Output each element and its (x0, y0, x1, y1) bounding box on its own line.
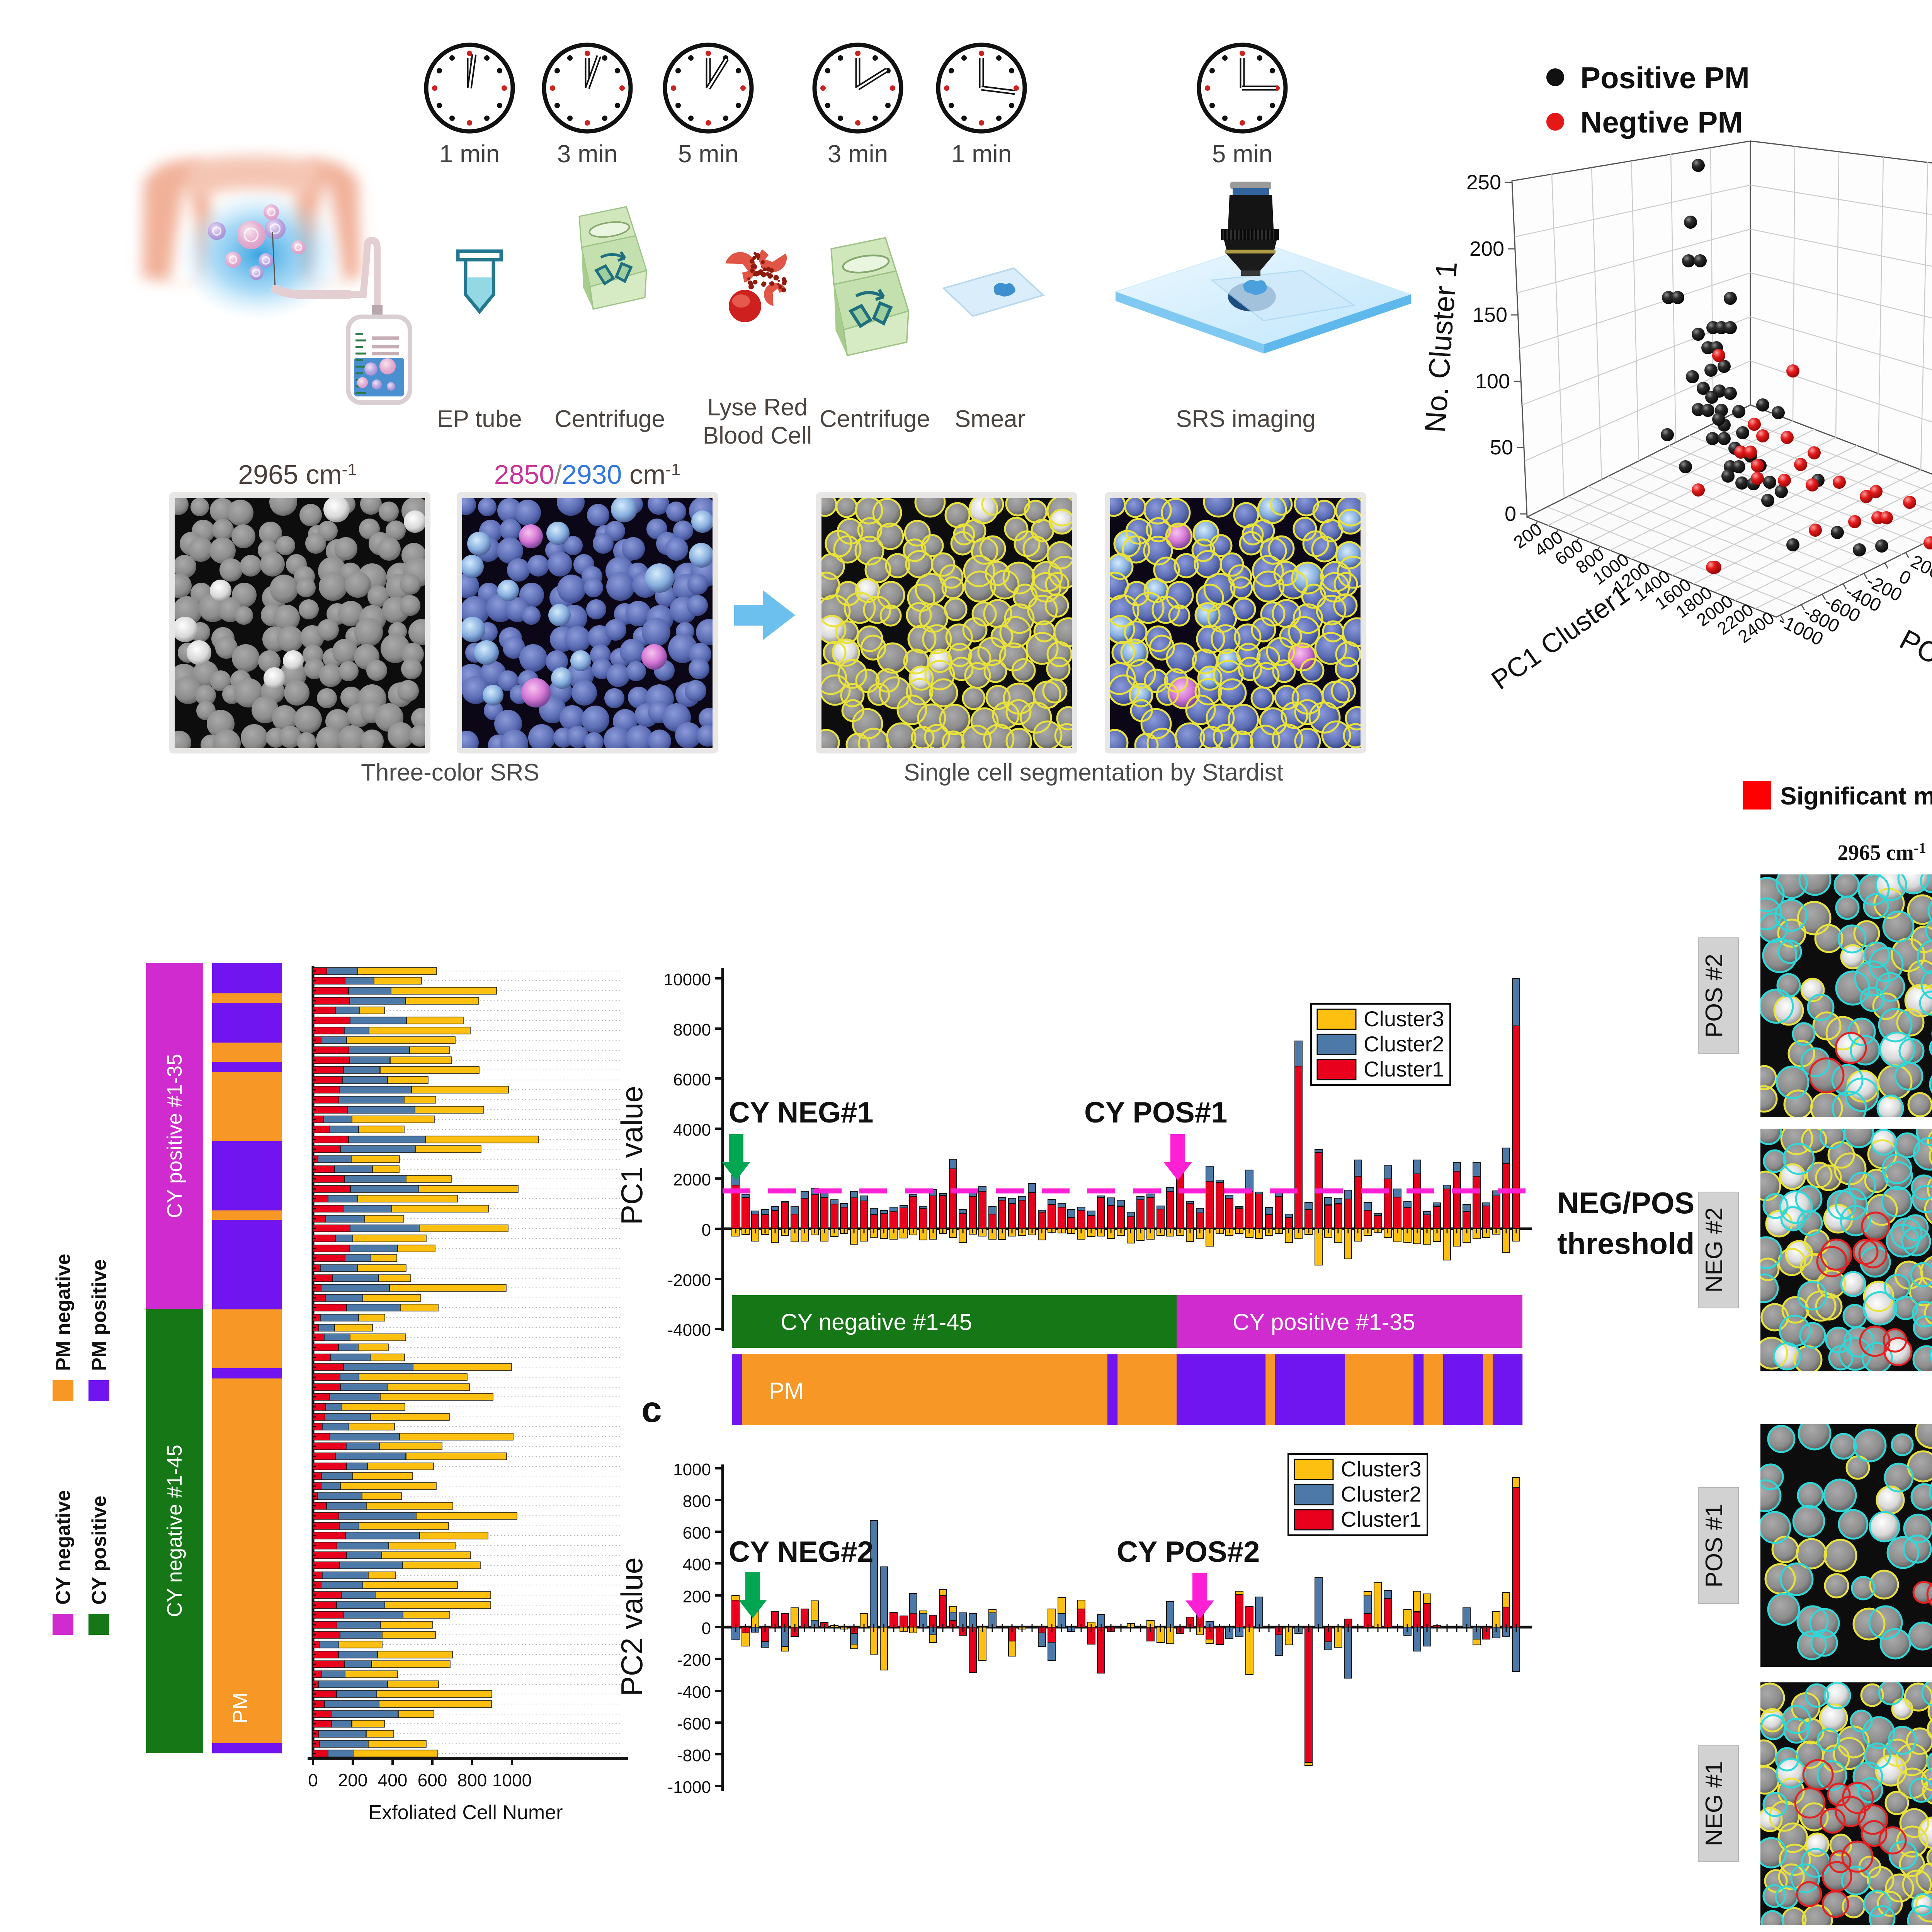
svg-text:0: 0 (702, 1221, 711, 1240)
svg-text:PM negative: PM negative (52, 1254, 75, 1371)
svg-text:Negtive PM: Negtive PM (1580, 105, 1743, 139)
svg-text:150: 150 (1473, 303, 1507, 327)
svg-text:400: 400 (378, 1770, 408, 1790)
svg-text:2000: 2000 (673, 1170, 711, 1189)
svg-text:3 min: 3 min (828, 140, 888, 168)
svg-text:CY POS#2: CY POS#2 (1117, 1536, 1260, 1568)
svg-text:-600: -600 (677, 1714, 711, 1733)
svg-text:POS #2: POS #2 (1701, 954, 1728, 1037)
svg-text:3 min: 3 min (557, 140, 618, 168)
svg-text:250: 250 (1466, 171, 1501, 194)
svg-text:PC2 value: PC2 value (615, 1557, 649, 1696)
svg-text:2850/2930 cm-1: 2850/2930 cm-1 (494, 459, 681, 490)
svg-text:Three-color SRS: Three-color SRS (361, 759, 539, 786)
svg-text:-800: -800 (677, 1746, 711, 1765)
svg-text:Exfoliated Cell Numer: Exfoliated Cell Numer (369, 1801, 563, 1824)
svg-text:CY POS#1: CY POS#1 (1084, 1096, 1227, 1129)
svg-text:-200: -200 (677, 1651, 711, 1670)
svg-text:Centrifuge: Centrifuge (554, 406, 665, 432)
svg-text:Cluster1: Cluster1 (1364, 1057, 1444, 1081)
svg-text:PM: PM (229, 1692, 252, 1724)
svg-text:1000: 1000 (492, 1770, 532, 1790)
svg-text:100: 100 (1475, 370, 1510, 393)
svg-text:1000: 1000 (673, 1460, 711, 1479)
svg-text:800: 800 (683, 1492, 711, 1511)
svg-text:threshold: threshold (1557, 1226, 1694, 1260)
svg-text:200: 200 (338, 1770, 368, 1790)
svg-text:2965 cm-1: 2965 cm-1 (238, 459, 357, 490)
svg-text:Smear: Smear (955, 406, 1026, 432)
svg-text:200: 200 (1469, 237, 1504, 260)
svg-text:PM: PM (769, 1378, 804, 1404)
svg-text:-2000: -2000 (667, 1271, 711, 1290)
svg-text:-1000: -1000 (667, 1778, 711, 1797)
svg-text:CY NEG#2: CY NEG#2 (729, 1536, 874, 1568)
svg-text:0: 0 (1505, 502, 1516, 526)
svg-text:CY positive: CY positive (88, 1496, 111, 1605)
svg-text:CY positive #1-35: CY positive #1-35 (163, 1054, 186, 1218)
svg-text:Cluster2: Cluster2 (1341, 1482, 1422, 1506)
svg-text:NEG/POS: NEG/POS (1557, 1186, 1694, 1220)
svg-text:Blood Cell: Blood Cell (703, 422, 812, 449)
svg-text:No. Cluster 1: No. Cluster 1 (1419, 260, 1464, 434)
svg-text:CY negative #1-45: CY negative #1-45 (163, 1445, 186, 1617)
svg-text:6000: 6000 (673, 1070, 711, 1089)
svg-text:400: 400 (683, 1555, 711, 1574)
svg-text:SRS imaging: SRS imaging (1176, 406, 1316, 432)
svg-text:PC1 Cluster1: PC1 Cluster1 (1486, 578, 1635, 696)
svg-text:200: 200 (683, 1587, 711, 1606)
svg-text:CY NEG#1: CY NEG#1 (729, 1096, 874, 1129)
svg-text:Cluster3: Cluster3 (1364, 1007, 1444, 1031)
svg-text:0: 0 (702, 1619, 711, 1638)
svg-text:5 min: 5 min (678, 140, 739, 168)
svg-text:600: 600 (683, 1524, 711, 1543)
svg-text:10000: 10000 (664, 970, 711, 989)
svg-text:50: 50 (1490, 436, 1513, 459)
svg-text:POS #1: POS #1 (1701, 1503, 1728, 1587)
svg-text:Cluster3: Cluster3 (1341, 1457, 1422, 1481)
svg-text:800: 800 (457, 1770, 487, 1790)
svg-text:Cluster2: Cluster2 (1364, 1032, 1444, 1056)
svg-text:400: 400 (1928, 541, 1932, 573)
svg-text:-4000: -4000 (667, 1321, 711, 1340)
svg-text:CY negative #1-45: CY negative #1-45 (781, 1309, 972, 1335)
svg-text:Single cell segmentation by St: Single cell segmentation by Stardist (904, 759, 1283, 786)
svg-text:Positive PM: Positive PM (1580, 61, 1750, 95)
svg-text:PC1 value: PC1 value (615, 1086, 649, 1225)
svg-text:Cluster1: Cluster1 (1341, 1507, 1422, 1531)
svg-text:1 min: 1 min (439, 140, 500, 168)
svg-text:5 min: 5 min (1212, 140, 1273, 168)
svg-text:600: 600 (418, 1770, 447, 1790)
svg-text:CY negative: CY negative (52, 1490, 75, 1605)
svg-text:NEG #1: NEG #1 (1701, 1761, 1728, 1847)
svg-text:PC2 Cluster1: PC2 Cluster1 (1895, 623, 1932, 731)
svg-text:4000: 4000 (673, 1121, 711, 1139)
svg-text:NEG #2: NEG #2 (1701, 1208, 1728, 1293)
svg-text:EP tube: EP tube (437, 406, 522, 432)
svg-text:PM positive: PM positive (88, 1259, 111, 1371)
svg-text:-400: -400 (677, 1683, 711, 1702)
svg-text:CY positive #1-35: CY positive #1-35 (1233, 1309, 1415, 1335)
svg-text:0: 0 (308, 1770, 318, 1790)
svg-text:2965 cm-1: 2965 cm-1 (1837, 840, 1926, 865)
svg-text:Lyse Red: Lyse Red (707, 394, 808, 421)
svg-text:Centrifuge: Centrifuge (820, 406, 930, 432)
svg-text:1 min: 1 min (951, 140, 1012, 168)
svg-text:200: 200 (1907, 551, 1932, 583)
svg-text:c: c (641, 1389, 662, 1430)
svg-text:8000: 8000 (673, 1020, 711, 1039)
